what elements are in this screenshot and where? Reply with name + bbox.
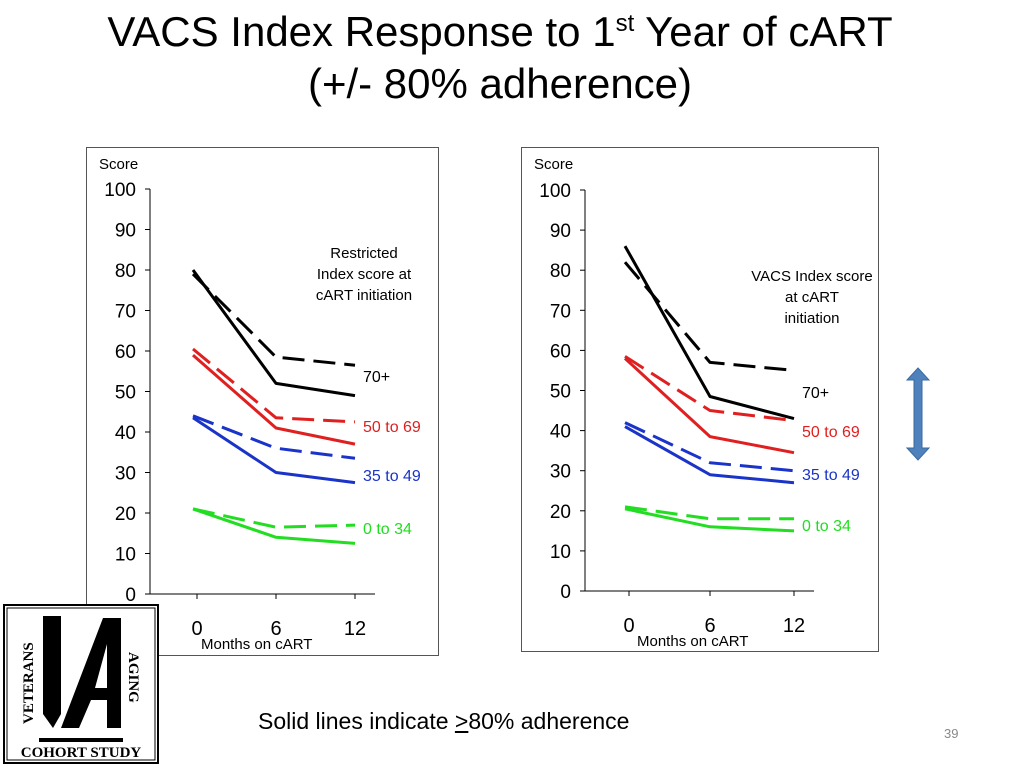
right-x-axis-label: Months on cART — [637, 633, 748, 650]
right-y-tick-label: 70 — [550, 301, 571, 322]
left-annotation-line: cART initiation — [316, 287, 412, 304]
logo-text-left: VETERANS — [21, 642, 37, 724]
right-y-tick-label: 40 — [550, 422, 571, 443]
right-y-tick-label: 90 — [550, 221, 571, 242]
left-series-label-50-to-69: 50 to 69 — [363, 419, 421, 436]
left-series-0-to-34-dashed — [192, 507, 356, 529]
slide-title: VACS Index Response to 1st Year of cART … — [0, 6, 1000, 110]
left-series-35-to-49-solid — [192, 416, 356, 485]
footnote: Solid lines indicate >80% adherence — [258, 708, 629, 735]
left-y-tick-label: 30 — [115, 464, 136, 485]
left-series-35-to-49-dashed — [192, 414, 356, 460]
right-series-label-35-to-49: 35 to 49 — [802, 467, 860, 484]
left-y-axis-label: Score — [99, 156, 138, 173]
right-annotation-line: initiation — [784, 310, 839, 327]
logo-text-right: AGING — [125, 652, 141, 703]
left-y-tick-label: 70 — [115, 302, 136, 323]
left-series-70-dashed — [191, 273, 356, 367]
right-y-tick-label: 20 — [550, 502, 571, 523]
left-series-label-35-to-49: 35 to 49 — [363, 468, 421, 485]
left-y-tick-label: 90 — [115, 221, 136, 242]
right-y-tick-label: 30 — [550, 462, 571, 483]
logo-text-bottom: COHORT STUDY — [21, 745, 142, 761]
left-x-tick-label: 6 — [270, 618, 281, 640]
double-arrow-icon — [905, 367, 931, 461]
right-x-tick-label: 0 — [623, 615, 634, 637]
left-y-tick-label: 20 — [115, 504, 136, 525]
chart-right-svg: Score 0 10 20 30 40 50 60 70 80 90 100 0 6 12 Months on… — [534, 156, 873, 650]
right-series-label-70: 70+ — [802, 385, 829, 402]
left-x-axis-label: Months on cART — [201, 636, 312, 653]
left-series-70-solid — [191, 269, 356, 398]
left-y-tick-label: 60 — [115, 342, 136, 363]
left-y-tick-label: 80 — [115, 261, 136, 282]
right-y-tick-label: 60 — [550, 341, 571, 362]
right-series-0-to-34-solid — [624, 507, 795, 533]
right-annotation-line: at cART — [785, 289, 839, 306]
right-y-tick-label: 0 — [560, 582, 571, 603]
right-x-tick-label: 6 — [704, 615, 715, 637]
right-x-tick-label: 12 — [783, 615, 805, 637]
veterans-aging-cohort-study-logo: VETERANS AGING COHORT STUDY — [3, 604, 159, 764]
right-series-70-dashed — [623, 261, 795, 372]
left-y-tick-label: 50 — [115, 383, 136, 404]
title-line-1: VACS Index Response to 1st Year of cART — [0, 6, 1000, 58]
right-series-label-0-to-34: 0 to 34 — [802, 518, 851, 535]
right-series-50-to-69-solid — [623, 357, 795, 455]
left-x-tick-label: 0 — [191, 618, 202, 640]
footnote-ge-symbol: > — [454, 708, 469, 734]
right-series-label-50-to-69: 50 to 69 — [802, 424, 860, 441]
footnote-suffix: 80% adherence — [468, 708, 630, 734]
right-y-axis-label: Score — [534, 156, 573, 173]
right-series-35-to-49-dashed — [624, 421, 795, 473]
right-series-50-to-69-dashed — [624, 355, 795, 423]
right-annotation-line: VACS Index score — [751, 268, 872, 285]
left-series-0-to-34-solid — [192, 507, 356, 545]
title-line-1-text: VACS Index Response to 1 — [107, 8, 616, 55]
chart-panel-left: Score 0 10 20 30 40 50 60 70 80 90 100 0 6 12 Months on… — [86, 147, 439, 656]
footnote-prefix: Solid lines indicate — [258, 708, 455, 734]
right-series-0-to-34-dashed — [624, 505, 794, 521]
chart-panel-right: Score 0 10 20 30 40 50 60 70 80 90 100 0 6 12 Months on… — [521, 147, 879, 652]
left-x-tick-label: 12 — [344, 618, 366, 640]
left-y-tick-label: 0 — [125, 585, 136, 606]
right-y-tick-label: 50 — [550, 382, 571, 403]
left-series-50-to-69-dashed — [192, 347, 356, 424]
slide-number: 39 — [944, 726, 959, 741]
left-series-label-0-to-34: 0 to 34 — [363, 521, 412, 538]
chart-left-svg: Score 0 10 20 30 40 50 60 70 80 90 100 0 6 12 Months on… — [99, 156, 421, 653]
right-y-tick-label: 10 — [550, 542, 571, 563]
left-series-label-70: 70+ — [363, 369, 390, 386]
left-annotation-line: Restricted — [330, 245, 398, 262]
left-y-tick-label: 100 — [104, 180, 136, 201]
left-series-50-to-69-solid — [192, 353, 356, 446]
left-annotation-line: Index score at — [317, 266, 412, 283]
right-y-tick-label: 100 — [539, 181, 571, 202]
left-y-tick-label: 40 — [115, 423, 136, 444]
title-line-1-end: Year of cART — [634, 8, 893, 55]
title-line-2: (+/- 80% adherence) — [307, 60, 693, 107]
left-y-tick-label: 10 — [115, 545, 136, 566]
title-superscript: st — [615, 10, 635, 37]
right-y-tick-label: 80 — [550, 261, 571, 282]
right-series-35-to-49-solid — [624, 425, 795, 485]
